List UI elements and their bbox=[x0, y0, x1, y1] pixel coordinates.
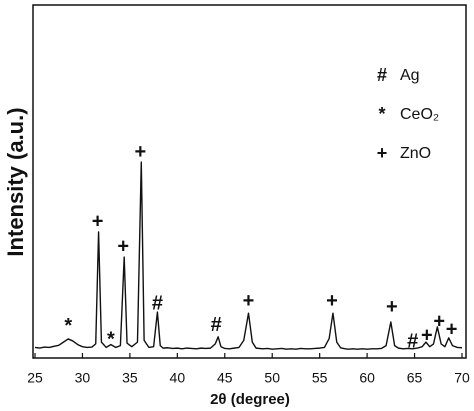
peak-marker: + bbox=[243, 290, 255, 312]
peak-marker: # bbox=[211, 314, 222, 336]
x-tick-label: 50 bbox=[264, 370, 280, 386]
legend-symbol: + bbox=[377, 143, 388, 163]
peak-marker: * bbox=[64, 315, 72, 337]
x-axis-label: 2θ (degree) bbox=[210, 391, 290, 408]
peak-marker: + bbox=[386, 296, 398, 318]
x-tick-label: 55 bbox=[312, 370, 328, 386]
legend-label: CeO₂ bbox=[400, 106, 439, 123]
peak-marker: + bbox=[326, 290, 338, 312]
x-tick-label: 70 bbox=[454, 370, 470, 386]
x-tick-label: 60 bbox=[359, 370, 375, 386]
legend-symbol: # bbox=[377, 65, 387, 85]
peak-marker: + bbox=[446, 318, 458, 340]
x-tick-label: 45 bbox=[217, 370, 233, 386]
peak-marker: + bbox=[92, 210, 104, 232]
x-tick-label: 40 bbox=[170, 370, 186, 386]
peak-marker: + bbox=[421, 324, 433, 346]
peak-marker: # bbox=[407, 330, 418, 352]
data-line bbox=[34, 161, 463, 350]
y-axis-label: Intensity (a.u.) bbox=[3, 107, 28, 256]
legend-label: ZnO bbox=[400, 145, 431, 162]
x-tick-label: 65 bbox=[407, 370, 423, 386]
peak-marker: + bbox=[117, 235, 129, 257]
peak-marker: + bbox=[433, 310, 445, 332]
x-tick-label: 25 bbox=[27, 370, 43, 386]
legend-symbol: * bbox=[378, 104, 385, 124]
legend-label: Ag bbox=[400, 67, 420, 84]
peak-marker: + bbox=[134, 141, 146, 163]
x-tick-label: 30 bbox=[75, 370, 91, 386]
peak-marker: * bbox=[107, 328, 115, 350]
peak-marker: # bbox=[152, 292, 163, 314]
x-tick-label: 35 bbox=[122, 370, 138, 386]
plot-frame bbox=[32, 4, 467, 359]
